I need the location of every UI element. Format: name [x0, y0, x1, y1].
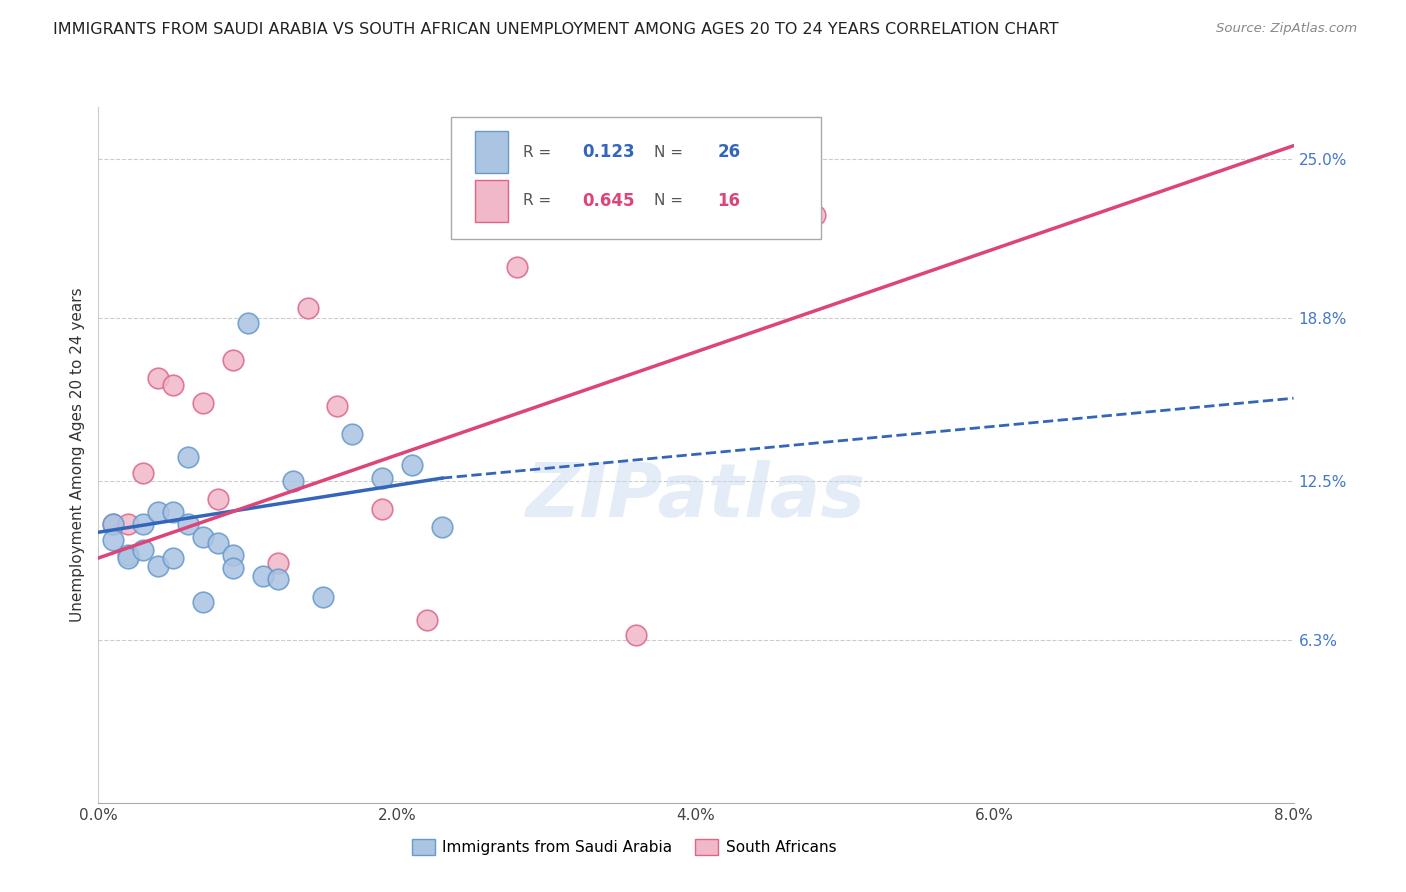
Point [117, 517, 139, 532]
Point [267, 572, 290, 586]
Point [177, 450, 200, 465]
Text: R =: R = [523, 145, 555, 160]
Text: 0.645: 0.645 [582, 192, 636, 210]
Point [267, 556, 290, 570]
Point [207, 535, 229, 549]
Point [626, 628, 648, 642]
Point [117, 551, 139, 566]
Y-axis label: Unemployment Among Ages 20 to 24 years: Unemployment Among Ages 20 to 24 years [69, 287, 84, 623]
Text: Source: ZipAtlas.com: Source: ZipAtlas.com [1216, 22, 1357, 36]
Text: R =: R = [523, 194, 555, 209]
Point [222, 561, 245, 575]
Point [117, 549, 139, 563]
Point [401, 458, 423, 473]
Point [191, 396, 214, 410]
Point [236, 317, 259, 331]
Point [103, 517, 125, 532]
Point [371, 502, 394, 516]
Point [103, 533, 125, 547]
Point [148, 370, 170, 384]
Point [148, 505, 170, 519]
Text: 0.123: 0.123 [582, 144, 636, 161]
Text: N =: N = [654, 194, 688, 209]
Point [252, 569, 274, 583]
FancyBboxPatch shape [451, 118, 821, 239]
Point [177, 517, 200, 532]
Point [222, 352, 245, 367]
Point [207, 491, 229, 506]
Point [416, 613, 439, 627]
Text: N =: N = [654, 145, 688, 160]
Point [162, 378, 184, 392]
Legend: Immigrants from Saudi Arabia, South Africans: Immigrants from Saudi Arabia, South Afri… [406, 833, 842, 862]
Point [342, 427, 364, 442]
Point [297, 301, 319, 315]
Point [148, 558, 170, 573]
Point [132, 543, 155, 558]
Point [191, 530, 214, 544]
FancyBboxPatch shape [475, 180, 509, 222]
Point [191, 595, 214, 609]
Text: IMMIGRANTS FROM SAUDI ARABIA VS SOUTH AFRICAN UNEMPLOYMENT AMONG AGES 20 TO 24 Y: IMMIGRANTS FROM SAUDI ARABIA VS SOUTH AF… [53, 22, 1059, 37]
Point [132, 466, 155, 480]
Point [371, 471, 394, 485]
Point [132, 517, 155, 532]
Point [311, 590, 333, 604]
Point [804, 208, 827, 222]
Point [281, 474, 304, 488]
Point [162, 505, 184, 519]
Point [222, 549, 245, 563]
Point [162, 551, 184, 566]
Point [506, 260, 529, 274]
Text: 16: 16 [717, 192, 741, 210]
Text: 26: 26 [717, 144, 741, 161]
Text: ZIPatlas: ZIPatlas [526, 460, 866, 533]
Point [326, 399, 349, 413]
Point [430, 520, 453, 534]
Point [103, 517, 125, 532]
FancyBboxPatch shape [475, 131, 509, 173]
